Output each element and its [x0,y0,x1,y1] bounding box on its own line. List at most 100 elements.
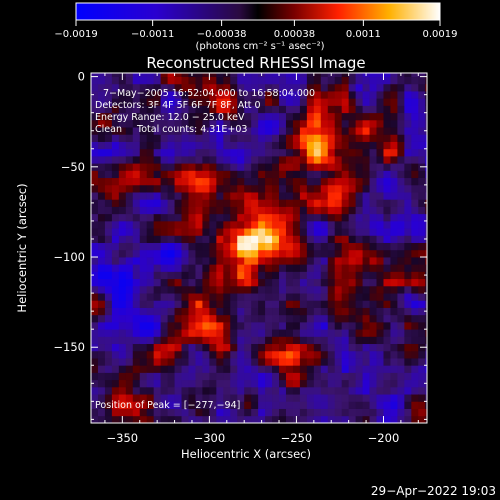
heatmap-cell [397,76,405,85]
heatmap-cell [153,228,162,236]
heatmap-cell [418,148,426,157]
heatmap-cell [341,329,350,337]
heatmap-cell [341,386,350,395]
heatmap-cell [376,119,384,128]
heatmap-cell [404,401,412,409]
heatmap-cell [91,73,99,78]
heatmap-cell [369,358,377,366]
heatmap-cell [202,293,210,301]
heatmap-cell [153,91,162,99]
heatmap-cell [125,228,134,236]
heatmap-cell [355,314,363,323]
heatmap-cell [244,264,252,272]
heatmap-cell [230,98,238,106]
heatmap-cell [111,401,120,409]
heatmap-cell [411,249,419,258]
heatmap-cell [425,83,427,92]
heatmap-cell [313,213,322,222]
heatmap-cell [153,278,162,287]
heatmap-cell [383,98,391,106]
heatmap-cell [369,257,377,265]
heatmap-cell [237,350,245,359]
heatmap-cell [153,76,162,85]
heatmap-cell [272,76,280,85]
heatmap-cell [244,285,252,294]
heatmap-cell [369,73,377,78]
heatmap-cell [174,249,182,258]
heatmap-cell [285,307,294,316]
heatmap-cell [181,278,189,287]
heatmap-cell [153,163,162,171]
heatmap-cell [418,192,426,200]
heatmap-cell [320,321,329,330]
heatmap-cell [279,314,287,323]
heatmap-cell [348,199,357,207]
heatmap-cell [258,386,266,395]
heatmap-cell [258,242,266,251]
heatmap-cell [230,249,238,258]
heatmap-cell [209,76,217,85]
heatmap-cell [320,184,329,193]
heatmap-cell [320,264,329,272]
heatmap-cell [91,192,99,200]
heatmap-cell [418,155,426,164]
heatmap-cell [237,141,245,150]
heatmap-cell [306,343,315,352]
heatmap-cell [306,170,315,179]
heatmap-cell [355,321,363,330]
heatmap-cell [195,127,203,135]
heatmap-cell [188,343,196,352]
heatmap-cell [230,91,238,99]
heatmap-cell [376,98,384,106]
heatmap-cell [265,184,273,193]
heatmap-cell [341,155,350,164]
heatmap-cell [104,300,113,308]
heatmap-cell [411,285,419,294]
heatmap-cell [299,213,308,222]
heatmap-cell [188,401,196,409]
heatmap-cell [272,220,280,229]
heatmap-cell [369,127,377,135]
heatmap-cell [125,170,134,179]
heatmap-cell [174,321,182,330]
heatmap-cell [188,163,196,171]
heatmap-cell [341,415,350,423]
heatmap-cell [202,285,210,294]
heatmap-cell [202,401,210,409]
heatmap-cell [209,314,217,323]
heatmap-cell [237,408,245,417]
heatmap-cell [258,401,266,409]
heatmap-cell [362,119,370,128]
heatmap-cell [397,105,405,114]
heatmap-cell [146,264,155,272]
heatmap-cell [244,293,252,301]
heatmap-cell [411,220,419,229]
heatmap-cell [160,394,168,402]
heatmap-cell [334,314,343,323]
heatmap-cell [230,199,238,207]
heatmap-cell [181,408,189,417]
heatmap-cell [160,343,168,352]
heatmap-cell [355,112,363,121]
heatmap-cell [383,184,391,193]
heatmap-cell [390,177,398,186]
heatmap-cell [411,170,419,179]
heatmap-cell [91,293,99,301]
heatmap-cell [390,336,398,345]
heatmap-cell [244,105,252,114]
heatmap-cell [167,235,175,243]
heatmap-cell [237,73,245,78]
heatmap-cell [174,155,182,164]
heatmap-cell [91,249,99,258]
heatmap-cell [146,350,155,359]
heatmap-cell [258,307,266,316]
heatmap-cell [418,271,426,280]
heatmap-cell [383,386,391,395]
heatmap-cell [209,119,217,128]
heatmap-cell [285,206,294,215]
heatmap-cell [334,285,343,294]
heatmap-cell [97,163,106,171]
heatmap-cell [160,408,168,417]
heatmap-cell [299,379,308,388]
heatmap-cell [97,242,106,251]
